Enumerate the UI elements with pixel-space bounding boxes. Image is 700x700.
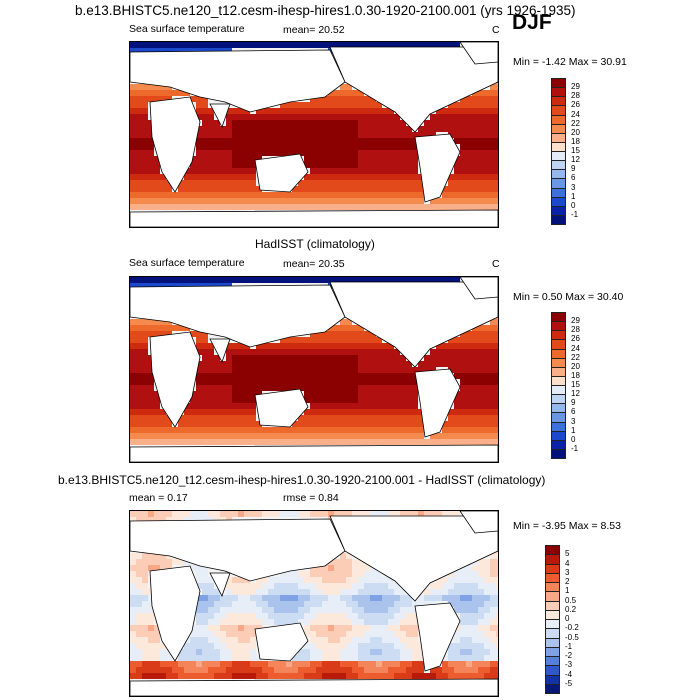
panel2-units: C: [492, 258, 500, 270]
colorbar-cell: [545, 683, 560, 694]
colorbar-tick-label: 12: [571, 389, 580, 399]
land-mass: [149, 565, 201, 662]
panel3-map: [129, 510, 499, 697]
map-field: [130, 277, 498, 462]
colorbar-tick-label: 24: [571, 109, 580, 119]
panel1-variable-label: Sea surface temperature: [129, 23, 245, 35]
colorbar-tick-label: 12: [571, 155, 580, 165]
land-mass: [414, 602, 461, 672]
panel2-map: [129, 276, 499, 463]
colorbar-tick-label: 5: [565, 549, 570, 559]
land-mass: [149, 96, 201, 193]
colorbar-cell: [551, 448, 566, 459]
land-mass: [459, 511, 498, 534]
land-mass: [209, 103, 231, 129]
colorbar-tick-label: 6: [571, 407, 576, 417]
colorbar-tick-label: -1: [565, 641, 573, 651]
panel3-rmse: rmse = 0.84: [283, 492, 339, 504]
land-mass: [254, 622, 309, 662]
colorbar-tick-label: -0.2: [565, 623, 579, 633]
colorbar-tick-label: 22: [571, 118, 580, 128]
colorbar-tick-label: 4: [565, 558, 570, 568]
panel3-mean: mean = 0.17: [129, 492, 188, 504]
land-mass: [459, 277, 498, 300]
season-label: DJF: [512, 11, 552, 34]
land-mass: [414, 368, 461, 438]
colorbar-tick-label: -5: [565, 678, 573, 688]
colorbar-tick-label: 1: [571, 191, 576, 201]
colorbar-tick-label: 18: [571, 136, 580, 146]
colorbar-tick-label: 24: [571, 343, 580, 353]
panel1-title: b.e13.BHISTC5.ne120_t12.cesm-ihesp-hires…: [75, 3, 576, 18]
colorbar-tick-label: 26: [571, 334, 580, 344]
land-mass: [414, 133, 461, 203]
land-mass: [130, 444, 498, 462]
panel2-minmax: Min = 0.50 Max = 30.40: [513, 291, 624, 303]
panel3-minmax: Min = -3.95 Max = 8.53: [513, 520, 621, 532]
land-mass: [329, 281, 498, 368]
panel1-colorbar: 29 28 26 24 22 20 18 15 12 9 6 3 1 0 -1: [551, 78, 611, 225]
panel1-mean: mean= 20.52: [283, 24, 345, 36]
land-mass: [254, 153, 309, 193]
land-mass: [329, 515, 498, 602]
colorbar-tick-label: -3: [565, 660, 573, 670]
colorbar-tick-label: 1: [565, 586, 570, 596]
colorbar-tick-label: 1: [571, 425, 576, 435]
colorbar-tick-label: -4: [565, 669, 573, 679]
land-mass: [130, 209, 498, 227]
panel1-minmax: Min = -1.42 Max = 30.91: [513, 56, 627, 68]
colorbar-tick-label: 26: [571, 100, 580, 110]
colorbar-tick-label: -1: [571, 443, 579, 453]
colorbar-tick-label: 0: [571, 200, 576, 210]
colorbar-tick-label: 28: [571, 325, 580, 335]
colorbar-tick-label: 0: [571, 434, 576, 444]
land-mass: [254, 388, 309, 428]
panel1-units: C: [492, 24, 500, 36]
colorbar-tick-label: 15: [571, 146, 580, 155]
colorbar-tick-label: -1: [571, 209, 579, 219]
panel2-title: HadISST (climatology): [255, 237, 375, 251]
colorbar-tick-label: 3: [571, 182, 576, 192]
colorbar-tick-label: 0.5: [565, 595, 577, 605]
map-field: [130, 42, 498, 227]
colorbar-tick-label: 3: [571, 416, 576, 426]
land-mass: [130, 678, 498, 696]
colorbar-tick-label: 3: [565, 567, 570, 577]
panel2-colorbar: 29 28 26 24 22 20 18 15 12 9 6 3 1 0 -1: [551, 312, 611, 459]
land-mass: [209, 572, 231, 598]
colorbar-tick-label: 15: [571, 380, 580, 389]
panel2-variable-label: Sea surface temperature: [129, 257, 245, 269]
colorbar-tick-label: 28: [571, 91, 580, 101]
colorbar-tick-label: 2: [565, 577, 570, 586]
colorbar-tick-label: 20: [571, 361, 580, 371]
colorbar-cell: [551, 214, 566, 225]
colorbar-tick-label: 20: [571, 127, 580, 137]
land-mass: [329, 46, 498, 133]
colorbar-tick-label: 29: [571, 316, 580, 326]
map-field: [130, 511, 498, 696]
colorbar-tick-label: 9: [571, 398, 576, 408]
panel1-map: [129, 41, 499, 228]
colorbar-tick-label: 29: [571, 82, 580, 92]
colorbar-tick-label: -0.5: [565, 632, 579, 642]
land-mass: [459, 42, 498, 65]
panel2-mean: mean= 20.35: [283, 258, 345, 270]
panel3-colorbar: 5 4 3 2 1 0.5 0.2 0 -0.2 -0.5 -1 -2 -3 -4 -5: [545, 545, 605, 694]
colorbar-tick-label: 0.2: [565, 604, 577, 614]
land-mass: [209, 338, 231, 364]
land-mass: [149, 331, 201, 428]
colorbar-tick-label: 9: [571, 164, 576, 174]
colorbar-tick-label: 18: [571, 370, 580, 380]
colorbar-tick-label: -2: [565, 651, 573, 660]
colorbar-tick-label: 22: [571, 352, 580, 362]
colorbar-tick-label: 6: [571, 173, 576, 183]
panel3-title: b.e13.BHISTC5.ne120_t12.cesm-ihesp-hires…: [58, 473, 546, 487]
colorbar-tick-label: 0: [565, 614, 570, 623]
